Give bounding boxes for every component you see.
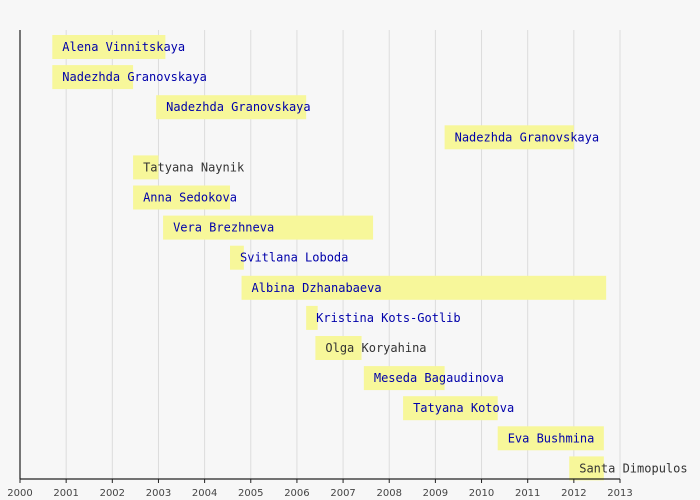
timeline-bar	[156, 95, 307, 120]
bar-label: Tatyana Naynik	[143, 160, 245, 174]
x-tick-label: 2013	[607, 488, 632, 499]
x-tick-label: 2012	[561, 488, 586, 499]
x-tick-label: 2008	[377, 488, 402, 499]
timeline-bar	[315, 336, 362, 360]
x-tick-label: 2006	[284, 488, 309, 499]
timeline-bar	[241, 275, 607, 300]
x-tick-labels: 2000 2001 2002 2003 2004 2005 2006 2007 2008 2009…	[7, 479, 633, 499]
bar-label[interactable]: Vera Brezhneva	[173, 221, 274, 235]
timeline-bar	[230, 245, 244, 270]
x-tick-label: 2001	[53, 488, 78, 499]
x-tick-label: 2009	[423, 488, 448, 499]
timeline-bar	[163, 215, 374, 240]
x-tick-label: 2000	[7, 488, 32, 499]
bar-label: Santa Dimopulos	[579, 461, 687, 475]
x-tick-label: 2007	[330, 488, 355, 499]
x-tick-label: 2002	[100, 488, 125, 499]
timeline-bar	[444, 125, 574, 150]
timeline-bar	[363, 366, 445, 391]
x-tick-label: 2011	[515, 488, 540, 499]
bar-label: Olga Koryahina	[325, 341, 426, 355]
timeline-bar	[569, 456, 604, 481]
x-tick-label: 2010	[469, 488, 494, 499]
x-tick-label: 2004	[192, 488, 217, 499]
timeline-bar	[52, 35, 166, 59]
bar-label[interactable]: Albina Dzhanabaeva	[252, 281, 382, 295]
bar-label[interactable]: Svitlana Loboda	[240, 251, 348, 265]
bar-label[interactable]: Tatyana Kotova	[413, 401, 514, 415]
timeline-bar	[497, 426, 604, 451]
bars	[52, 35, 607, 481]
timeline-bar	[133, 185, 230, 210]
timeline-bar	[403, 396, 498, 421]
bar-label[interactable]: Eva Bushmina	[508, 431, 595, 445]
bar-label[interactable]: Nadezhda Granovskaya	[62, 70, 207, 84]
x-tick-label: 2003	[146, 488, 171, 499]
bar-label[interactable]: Alena Vinnitskaya	[62, 40, 185, 54]
x-tick-label: 2005	[238, 488, 263, 499]
bar-labels: Alena Vinnitskaya Nadezhda Granovskaya Nad…	[62, 40, 687, 475]
timeline-bar	[133, 155, 159, 180]
bar-label[interactable]: Anna Sedokova	[143, 191, 237, 205]
bar-label[interactable]: Nadezhda Granovskaya	[166, 100, 311, 114]
timeline-bar	[52, 65, 134, 90]
bar-label[interactable]: Kristina Kots-Gotlib	[316, 311, 461, 325]
timeline-bar	[306, 305, 318, 330]
bar-label[interactable]: Nadezhda Granovskaya	[455, 130, 599, 144]
bar-label[interactable]: Meseda Bagaudinova	[374, 371, 504, 385]
